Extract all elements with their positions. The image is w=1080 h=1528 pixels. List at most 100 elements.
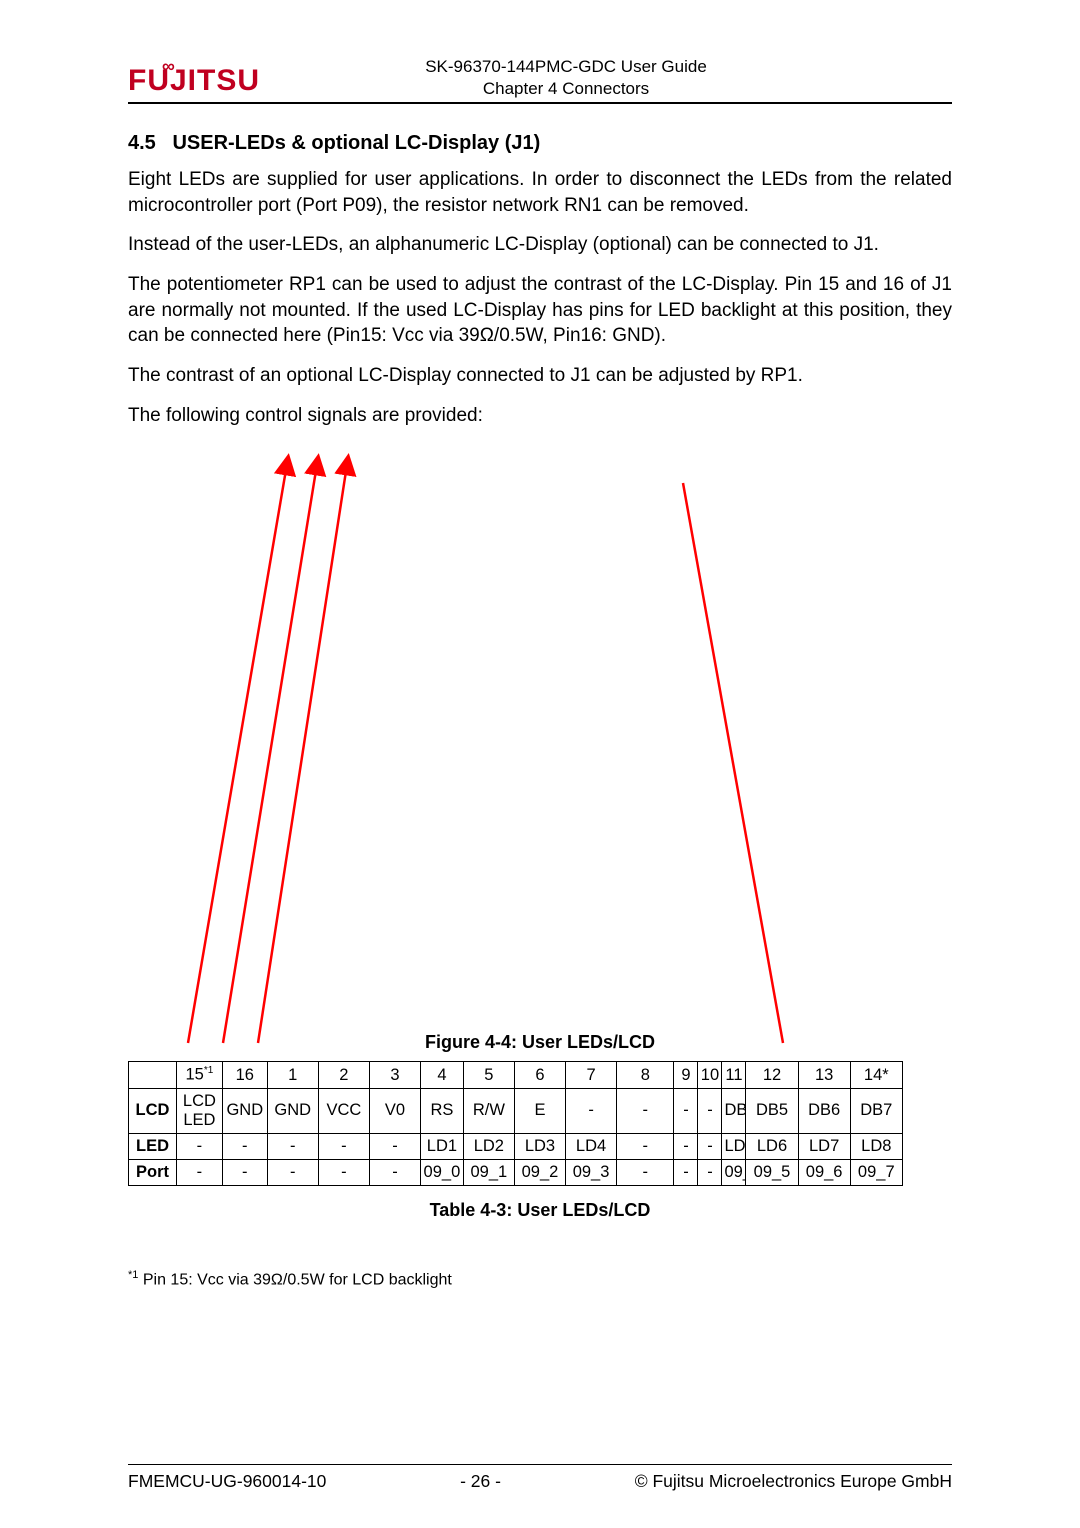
- table-cell: -: [617, 1159, 674, 1185]
- logo-text: FUJITSU: [128, 64, 260, 97]
- table-cell: -: [267, 1133, 318, 1159]
- paragraph-3: The potentiometer RP1 can be used to adj…: [128, 272, 952, 349]
- paragraph-4: The contrast of an optional LC-Display c…: [128, 363, 952, 389]
- table-header-cell: 8: [617, 1062, 674, 1088]
- table-cell: -: [318, 1159, 369, 1185]
- page-header: ∞ FUJITSU SK-96370-144PMC-GDC User Guide…: [128, 56, 952, 104]
- table-cell: 09_7: [850, 1159, 902, 1185]
- table-cell: -: [176, 1133, 222, 1159]
- table-header-cell: 6: [514, 1062, 565, 1088]
- table-cell: DB5: [746, 1088, 798, 1133]
- fujitsu-logo: ∞ FUJITSU: [128, 64, 260, 100]
- table-cell: LD3: [514, 1133, 565, 1159]
- table-cell: LD8: [850, 1133, 902, 1159]
- table-cell: DB6: [798, 1088, 850, 1133]
- row-label: Port: [129, 1159, 177, 1185]
- table-cell: -: [566, 1088, 617, 1133]
- arrows-svg: [128, 448, 952, 1053]
- table-header-cell: [129, 1062, 177, 1088]
- table-row: LCDLCDLEDGNDGNDVCCV0RSR/WE----DB4DB5DB6D…: [129, 1088, 952, 1133]
- table-header-cell: 14*: [850, 1062, 902, 1088]
- table-cell: -: [369, 1159, 420, 1185]
- table-cell: -: [674, 1088, 698, 1133]
- figure-caption: Figure 4-4: User LEDs/LCD: [128, 1032, 952, 1053]
- table-cell: LD6: [746, 1133, 798, 1159]
- table-header-cell: 11: [722, 1062, 746, 1088]
- page-footer: FMEMCU-UG-960014-10 - 26 - © Fujitsu Mic…: [128, 1464, 952, 1492]
- table-header-cell: 16: [222, 1062, 267, 1088]
- table-header-cell: 1: [267, 1062, 318, 1088]
- table-cell: -: [222, 1133, 267, 1159]
- table-header-cell: 7: [566, 1062, 617, 1088]
- table-header-cell: 12: [746, 1062, 798, 1088]
- table-cell: DB4: [722, 1088, 746, 1133]
- table-header-cell: 4: [421, 1062, 464, 1088]
- table-cell: 09_5: [746, 1159, 798, 1185]
- table-cell: -: [267, 1159, 318, 1185]
- table-cell: LD7: [798, 1133, 850, 1159]
- table-row: Port-----09_009_109_209_3---09_409_509_6…: [129, 1159, 952, 1185]
- table-cell: GND: [267, 1088, 318, 1133]
- paragraph-5: The following control signals are provid…: [128, 403, 952, 429]
- table-cell: LD1: [421, 1133, 464, 1159]
- table-cell: DB7: [850, 1088, 902, 1133]
- table-cell: -: [617, 1088, 674, 1133]
- row-label: LED: [129, 1133, 177, 1159]
- header-line2: Chapter 4 Connectors: [260, 78, 872, 100]
- table-cell: 09_3: [566, 1159, 617, 1185]
- section-heading: USER-LEDs & optional LC-Display (J1): [172, 132, 540, 154]
- table-cell: 09_6: [798, 1159, 850, 1185]
- table-cell: 09_1: [463, 1159, 514, 1185]
- table-header-cell: 5: [463, 1062, 514, 1088]
- row-label: LCD: [129, 1088, 177, 1133]
- table-cell: -: [698, 1088, 722, 1133]
- table-header-cell: 13: [798, 1062, 850, 1088]
- table-cell: -: [698, 1159, 722, 1185]
- table-cell: LD4: [566, 1133, 617, 1159]
- table-cell: LD2: [463, 1133, 514, 1159]
- pin-table: 15*1161234567891011121314*LCDLCDLEDGNDGN…: [128, 1061, 952, 1185]
- table-cell: LD5: [722, 1133, 746, 1159]
- paragraph-1: Eight LEDs are supplied for user applica…: [128, 167, 952, 218]
- table-cell: 09_2: [514, 1159, 565, 1185]
- table-wrap: 15*1161234567891011121314*LCDLCDLEDGNDGN…: [128, 1061, 952, 1220]
- table-header-cell: 2: [318, 1062, 369, 1088]
- table-header-cell: 15*1: [176, 1062, 222, 1088]
- table-cell: RS: [421, 1088, 464, 1133]
- footnote-text: Pin 15: Vcc via 39Ω/0.5W for LCD backlig…: [138, 1271, 451, 1288]
- table-header-row: 15*1161234567891011121314*: [129, 1062, 952, 1088]
- page: ∞ FUJITSU SK-96370-144PMC-GDC User Guide…: [0, 0, 1080, 1528]
- table-cell: -: [369, 1133, 420, 1159]
- logo-infinity-mark: ∞: [162, 56, 176, 77]
- footer-right: © Fujitsu Microelectronics Europe GmbH: [635, 1471, 952, 1492]
- table-cell: -: [318, 1133, 369, 1159]
- section-number: 4.5: [128, 132, 156, 154]
- section-title: 4.5 USER-LEDs & optional LC-Display (J1): [128, 132, 952, 155]
- table-header-cell: 9: [674, 1062, 698, 1088]
- table-caption: Table 4-3: User LEDs/LCD: [128, 1200, 952, 1221]
- table-cell: -: [617, 1133, 674, 1159]
- figure-area: Figure 4-4: User LEDs/LCD: [128, 448, 952, 1053]
- table-cell: -: [176, 1159, 222, 1185]
- table-cell: GND: [222, 1088, 267, 1133]
- footer-left: FMEMCU-UG-960014-10: [128, 1471, 326, 1492]
- header-text: SK-96370-144PMC-GDC User Guide Chapter 4…: [260, 56, 872, 100]
- table-cell: -: [674, 1133, 698, 1159]
- table-cell: -: [698, 1133, 722, 1159]
- table-cell: -: [674, 1159, 698, 1185]
- table-cell: R/W: [463, 1088, 514, 1133]
- table-header-cell: 10: [698, 1062, 722, 1088]
- table-cell: E: [514, 1088, 565, 1133]
- table-cell: 09_4: [722, 1159, 746, 1185]
- footnote: *1 Pin 15: Vcc via 39Ω/0.5W for LCD back…: [128, 1269, 952, 1289]
- footnote-marker: *1: [128, 1269, 138, 1281]
- header-line1: SK-96370-144PMC-GDC User Guide: [260, 56, 872, 78]
- paragraph-2: Instead of the user-LEDs, an alphanumeri…: [128, 232, 952, 258]
- table-header-cell: 3: [369, 1062, 420, 1088]
- table-cell: LCDLED: [176, 1088, 222, 1133]
- table-cell: VCC: [318, 1088, 369, 1133]
- callout-line: [683, 483, 783, 1043]
- table-cell: -: [222, 1159, 267, 1185]
- table-cell: 09_0: [421, 1159, 464, 1185]
- footer-center: - 26 -: [460, 1471, 501, 1492]
